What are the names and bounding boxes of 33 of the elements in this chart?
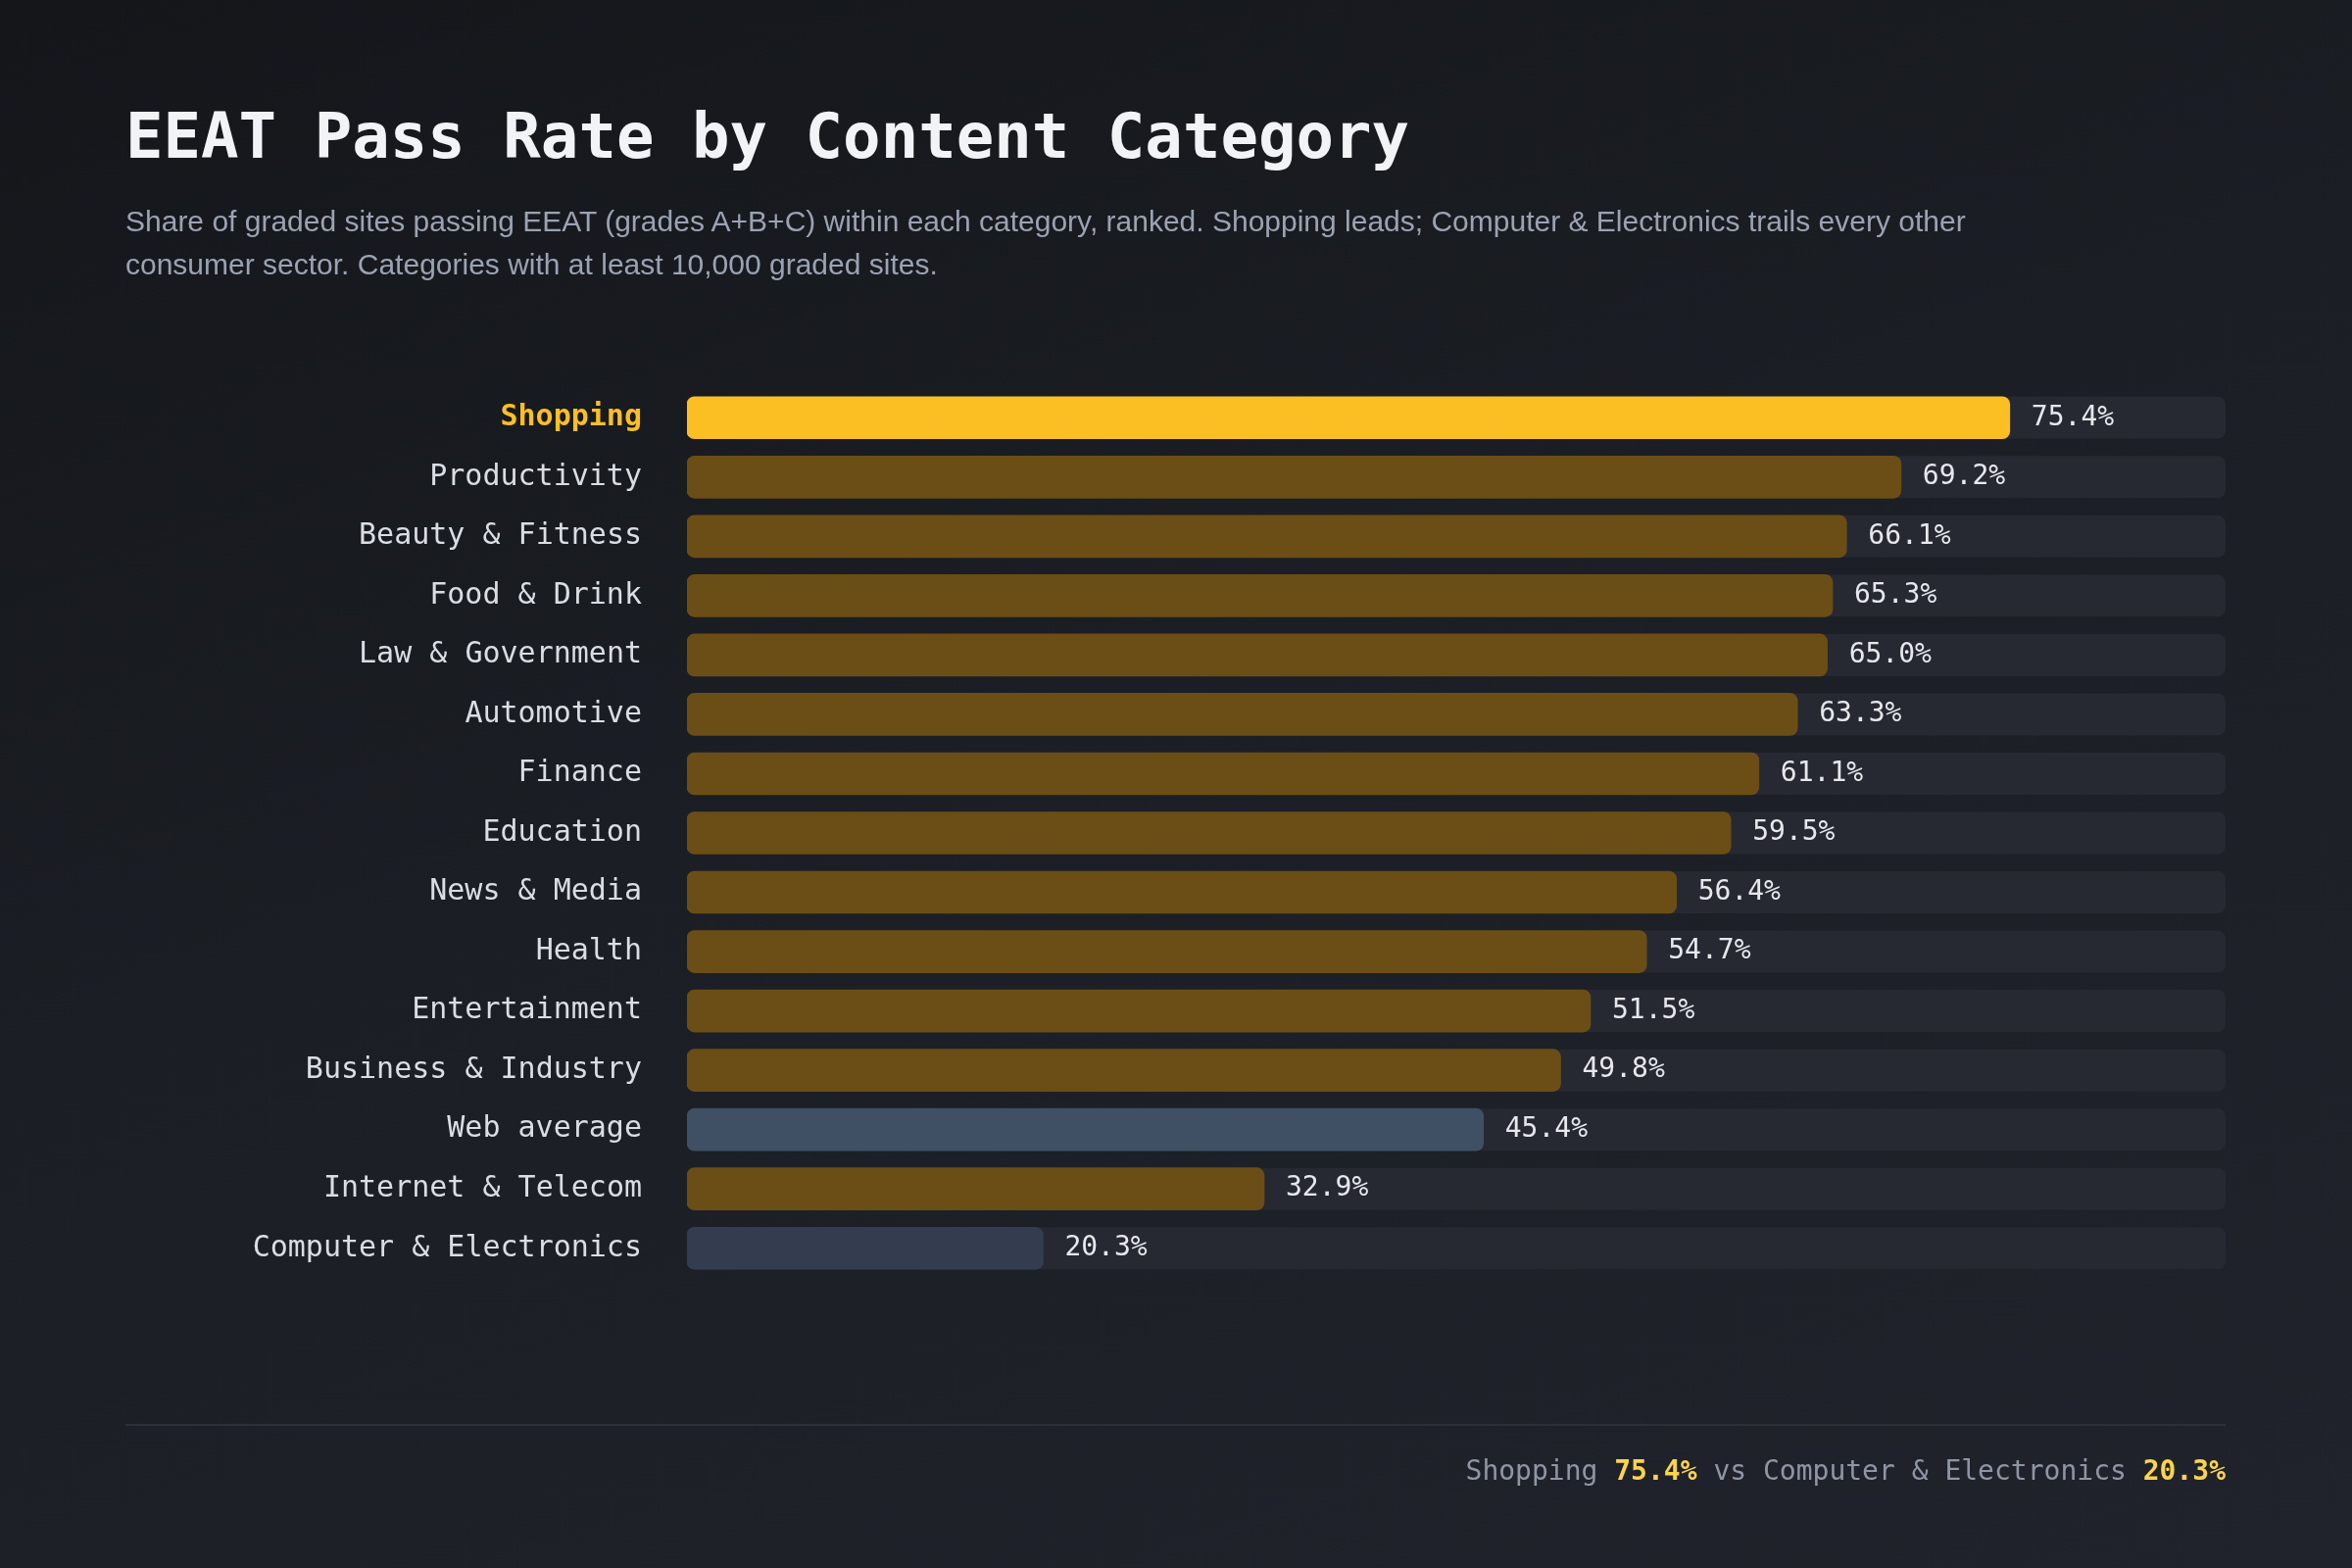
y-tick-label: Productivity: [429, 457, 642, 492]
y-tick-label: Web average: [447, 1109, 642, 1145]
y-tick-label: Entertainment: [412, 991, 642, 1026]
data-label: 56.4%: [1697, 873, 1782, 906]
y-tick-label: Computer & Electronics: [252, 1228, 642, 1263]
data-label: 51.5%: [1611, 992, 1695, 1025]
y-tick-label: Automotive: [465, 694, 642, 729]
data-label: 32.9%: [1285, 1170, 1369, 1203]
text: Shopping 75.4% vs Computer & Electronics 20.3%: [1465, 1454, 2226, 1487]
y-tick-label: Finance: [517, 754, 642, 789]
y-tick-label: Health: [535, 931, 642, 966]
data-label: 69.2%: [1922, 459, 2006, 492]
y-tick-label: Education: [482, 812, 642, 848]
y-tick-label: News & Media: [429, 872, 642, 907]
y-tick-label: Shopping: [500, 398, 642, 433]
y-tick-label: Law & Government: [359, 635, 642, 670]
data-label: 65.3%: [1854, 577, 1937, 611]
data-label: 54.7%: [1668, 933, 1751, 966]
data-label: 65.0%: [1848, 636, 1933, 669]
data-label: 75.4%: [2031, 399, 2115, 432]
y-tick-label: Beauty & Fitness: [359, 516, 642, 552]
data-label: 61.1%: [1780, 755, 1864, 788]
chart-subtitle: Share of graded sites passing EEAT (grades A+B+C) within each category, ranked. Shopping leads; Computer & Electronics trails every other consumer sector. Categories with at least 10,000 graded sites.: [125, 204, 1967, 282]
data-label: 45.4%: [1504, 1110, 1589, 1144]
data-label: 66.1%: [1868, 517, 1951, 551]
y-tick-label: Internet & Telecom: [322, 1169, 642, 1203]
data-label: 59.5%: [1752, 814, 1836, 848]
y-tick-label: Business & Industry: [305, 1050, 642, 1085]
data-label: 49.8%: [1582, 1052, 1665, 1085]
chart-title: EEAT Pass Rate by Content Category: [125, 100, 1410, 172]
y-tick-label: Food & Drink: [429, 575, 642, 611]
data-label: 63.3%: [1819, 696, 1902, 729]
data-label: 20.3%: [1064, 1230, 1148, 1263]
